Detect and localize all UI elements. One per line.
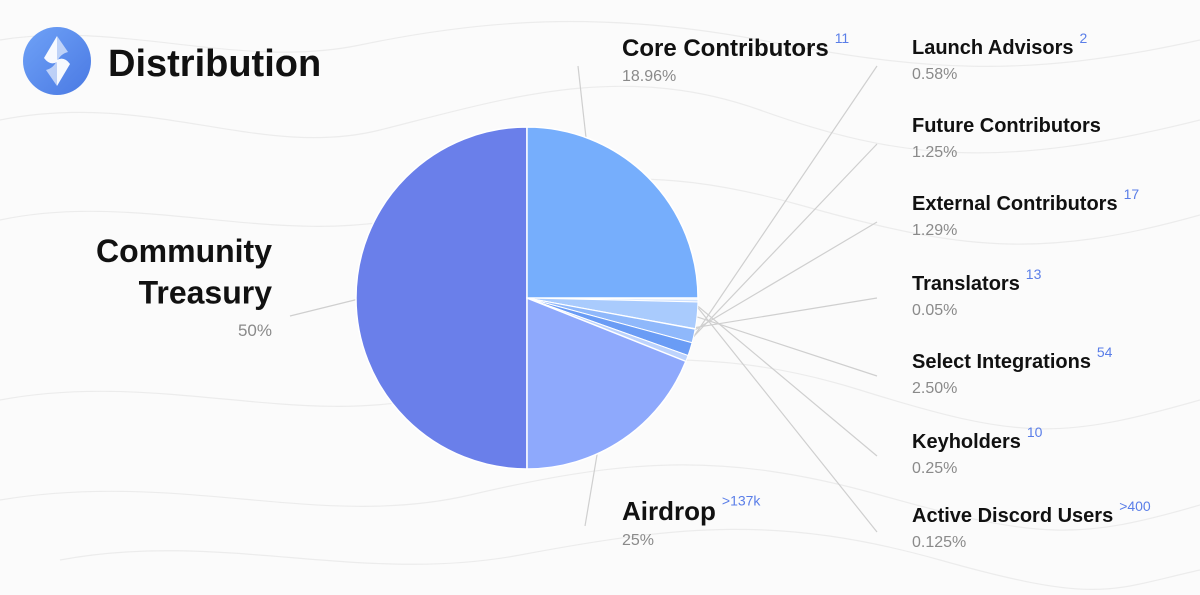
label-community-treasury: Community Treasury 50% xyxy=(96,233,272,340)
slice-name-select-integrations: Select Integrations xyxy=(912,351,1091,373)
slice-count-external-contributors: 17 xyxy=(1124,186,1140,202)
slice-count-translators: 13 xyxy=(1026,266,1042,282)
slice-name-community-treasury: Community xyxy=(96,233,272,269)
slice-count-airdrop: >137k xyxy=(722,493,762,509)
leader-line-future-contributors xyxy=(683,143,878,348)
leader-line-launch-advisors xyxy=(680,65,878,357)
leader-line-active-discord-users xyxy=(690,298,878,533)
pie-slice-airdrop xyxy=(526,126,699,299)
label-external-contributors: External Contributors 1.29% 17 xyxy=(912,186,1139,239)
slice-name-active-discord-users: Active Discord Users xyxy=(912,505,1113,527)
leader-line-select-integrations xyxy=(690,314,878,377)
slice-name-launch-advisors: Launch Advisors xyxy=(912,37,1074,59)
slice-percent-core-contributors: 18.96% xyxy=(622,68,676,85)
label-translators: Translators 0.05% 13 xyxy=(912,266,1042,319)
leader-line-community-treasury xyxy=(289,297,363,317)
label-launch-advisors: Launch Advisors 0.58% 2 xyxy=(912,30,1088,83)
slice-percent-community-treasury: 50% xyxy=(238,321,272,340)
label-core-contributors: Core Contributors 18.96% 11 xyxy=(622,30,849,85)
pie-slice-core-contributors xyxy=(526,296,687,470)
slice-count-core-contributors: 11 xyxy=(835,30,850,46)
slice-percent-external-contributors: 1.29% xyxy=(912,222,957,239)
label-airdrop: Airdrop 25% >137k xyxy=(622,493,761,549)
slice-name-airdrop: Airdrop xyxy=(622,496,716,526)
label-active-discord-users: Active Discord Users 0.125% >400 xyxy=(912,498,1151,551)
leader-line-translators xyxy=(688,297,878,330)
slice-percent-active-discord-users: 0.125% xyxy=(912,534,966,551)
leader-line-external-contributors xyxy=(686,221,878,336)
pie xyxy=(355,126,699,470)
slice-percent-translators: 0.05% xyxy=(912,302,957,319)
label-keyholders: Keyholders 0.25% 10 xyxy=(912,424,1043,477)
slice-count-launch-advisors: 2 xyxy=(1080,30,1088,46)
pie-slice-community-treasury xyxy=(355,126,528,470)
slice-name-core-contributors: Core Contributors xyxy=(622,35,829,62)
slice-name-translators: Translators xyxy=(912,273,1020,295)
slice-percent-future-contributors: 1.25% xyxy=(912,144,957,161)
leader-lines xyxy=(289,65,878,533)
slice-name-community-treasury: Treasury xyxy=(139,275,273,311)
slice-name-future-contributors: Future Contributors xyxy=(912,115,1101,137)
page-title: Distribution xyxy=(108,43,321,85)
leader-line-keyholders xyxy=(690,300,878,457)
slice-count-keyholders: 10 xyxy=(1027,424,1043,440)
ens-logo-icon xyxy=(23,27,91,95)
slice-count-select-integrations: 54 xyxy=(1097,344,1113,360)
slice-percent-select-integrations: 2.50% xyxy=(912,380,957,397)
header: Distribution xyxy=(23,27,321,95)
slice-percent-launch-advisors: 0.58% xyxy=(912,66,957,83)
slice-name-keyholders: Keyholders xyxy=(912,431,1021,453)
slice-labels: Community Treasury 50% Airdrop 25% >137k Activ… xyxy=(96,30,1151,551)
slice-name-external-contributors: External Contributors xyxy=(912,193,1118,215)
slice-count-active-discord-users: >400 xyxy=(1119,498,1151,514)
label-select-integrations: Select Integrations 2.50% 54 xyxy=(912,344,1113,397)
slice-percent-airdrop: 25% xyxy=(622,532,654,549)
label-future-contributors: Future Contributors 1.25% xyxy=(912,115,1101,161)
slice-percent-keyholders: 0.25% xyxy=(912,460,957,477)
